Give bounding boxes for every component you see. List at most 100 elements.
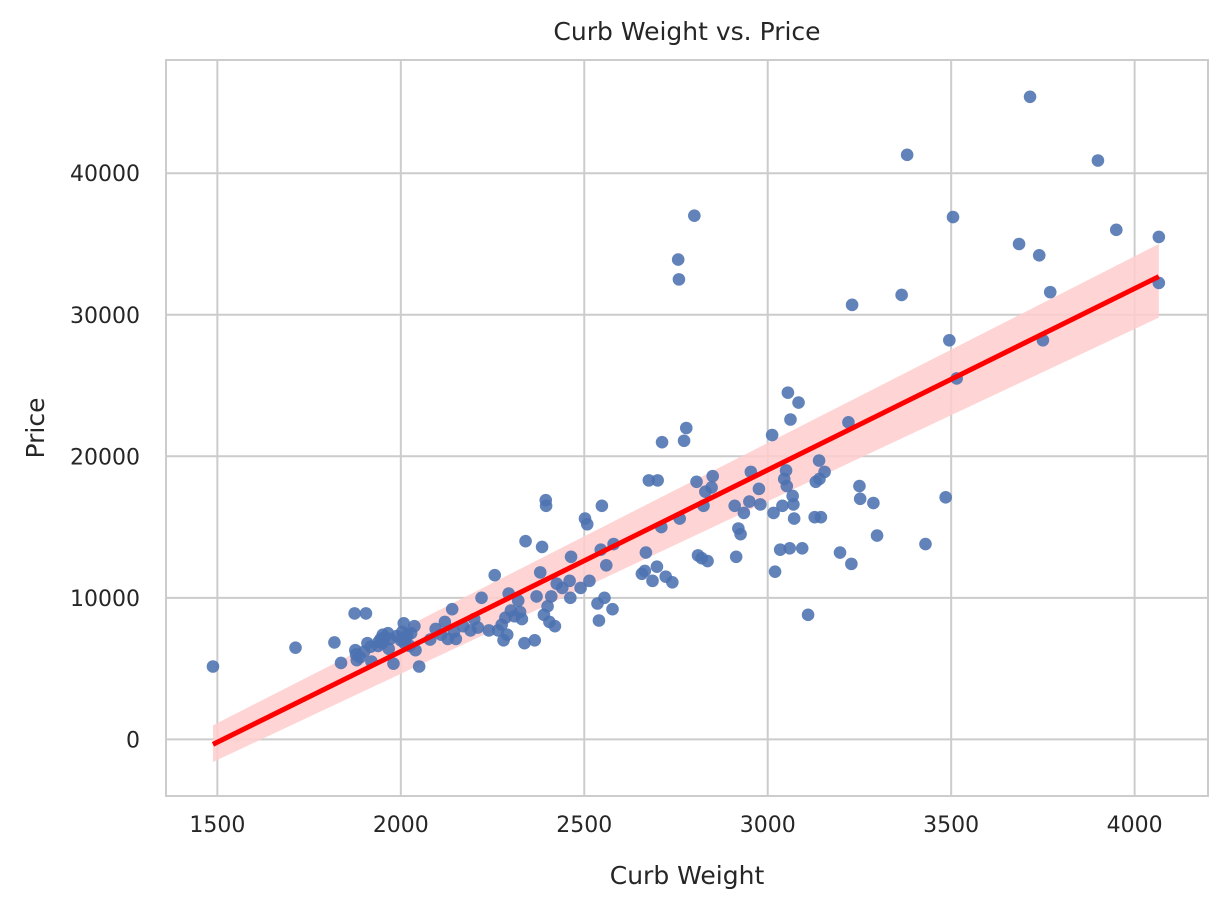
data-point xyxy=(412,660,426,673)
data-point xyxy=(781,386,795,399)
x-tick-label: 3000 xyxy=(740,813,796,838)
data-point xyxy=(548,619,562,633)
data-point xyxy=(787,512,801,525)
data-point xyxy=(646,574,659,588)
data-point xyxy=(408,619,421,633)
data-point xyxy=(833,546,847,559)
data-point xyxy=(919,537,932,551)
data-point xyxy=(767,506,780,520)
data-point xyxy=(801,608,815,622)
data-point xyxy=(792,396,805,409)
data-point xyxy=(651,474,664,487)
data-point xyxy=(752,482,766,496)
data-point xyxy=(599,558,613,572)
data-point xyxy=(438,615,452,629)
data-point xyxy=(705,481,718,494)
data-point xyxy=(583,574,596,588)
data-point xyxy=(1109,223,1123,237)
data-point xyxy=(776,499,789,513)
regression-line xyxy=(211,274,1160,747)
data-point xyxy=(488,568,502,582)
data-point xyxy=(943,333,956,347)
data-point xyxy=(814,510,828,524)
x-tick-labels: 1500 2000 2500 3000 3500 4000 xyxy=(189,813,1162,838)
data-point xyxy=(787,498,800,511)
data-point xyxy=(853,492,867,506)
data-point xyxy=(500,628,514,641)
x-tick-label: 2000 xyxy=(373,813,429,838)
y-tick-label: 20000 xyxy=(70,445,140,470)
data-point xyxy=(518,636,531,650)
y-axis-title: Price xyxy=(21,398,50,459)
data-point xyxy=(870,529,884,542)
data-point xyxy=(773,543,787,557)
data-point xyxy=(900,148,914,162)
data-point xyxy=(289,641,302,654)
data-point xyxy=(638,564,652,578)
data-point xyxy=(728,499,741,513)
data-point xyxy=(795,542,809,555)
data-point xyxy=(328,636,341,649)
x-tick-label: 3500 xyxy=(923,813,979,838)
data-point xyxy=(1012,237,1026,251)
y-tick-label: 40000 xyxy=(70,162,140,187)
data-point xyxy=(672,273,686,286)
data-point xyxy=(768,565,782,578)
data-point xyxy=(606,602,619,616)
data-point xyxy=(701,554,714,568)
data-point xyxy=(734,527,747,541)
data-point xyxy=(671,253,685,266)
data-point xyxy=(729,550,743,564)
data-point xyxy=(845,298,859,312)
data-point xyxy=(765,428,779,442)
data-point xyxy=(1023,90,1037,104)
data-point xyxy=(867,496,880,510)
plot-frame xyxy=(165,59,1209,797)
y-tick-label: 10000 xyxy=(70,587,140,612)
data-point xyxy=(642,474,656,487)
data-point xyxy=(1032,249,1046,262)
data-point xyxy=(812,454,826,467)
data-point xyxy=(743,495,756,508)
data-point xyxy=(853,479,866,493)
data-point xyxy=(895,288,908,302)
data-point xyxy=(348,607,361,620)
x-tick-label: 4000 xyxy=(1107,813,1163,838)
x-tick-label: 2500 xyxy=(556,813,612,838)
data-point xyxy=(515,612,529,626)
data-point xyxy=(475,591,488,605)
data-point xyxy=(737,506,751,520)
data-point xyxy=(528,634,542,647)
data-point xyxy=(519,534,532,548)
data-point xyxy=(1091,154,1105,167)
y-tick-label: 0 xyxy=(126,728,140,753)
data-point xyxy=(334,656,348,670)
data-point xyxy=(688,209,701,222)
data-point xyxy=(779,464,793,477)
data-point xyxy=(580,517,594,531)
data-point xyxy=(1043,285,1057,299)
data-point xyxy=(530,590,543,603)
x-tick-label: 1500 xyxy=(189,813,245,838)
data-point xyxy=(482,624,496,637)
regression-line-path xyxy=(211,274,1160,747)
data-point xyxy=(449,632,463,646)
data-point xyxy=(359,607,373,620)
data-point xyxy=(539,499,553,513)
data-point xyxy=(533,566,547,579)
data-point xyxy=(783,542,797,555)
data-points xyxy=(206,90,1166,673)
data-point xyxy=(541,600,554,613)
data-point xyxy=(655,435,669,449)
data-point xyxy=(666,575,679,589)
data-point xyxy=(564,550,578,564)
data-point xyxy=(842,416,855,429)
x-axis-title: Curb Weight xyxy=(610,861,765,890)
data-point xyxy=(574,581,587,595)
data-point xyxy=(382,642,396,656)
data-point xyxy=(397,617,411,630)
data-point xyxy=(564,591,577,605)
data-point xyxy=(677,434,691,448)
data-point xyxy=(595,499,609,513)
data-point xyxy=(592,614,606,627)
